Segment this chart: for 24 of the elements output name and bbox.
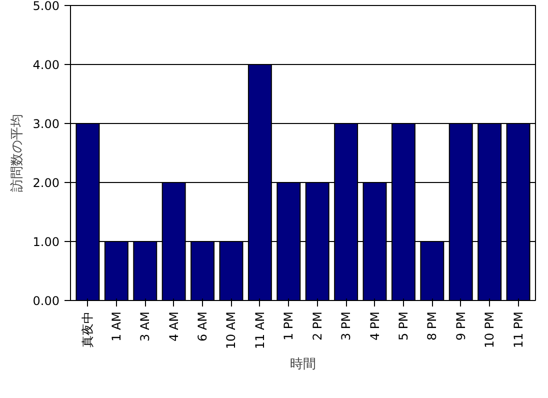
x-tick-label: 9 PM	[454, 311, 468, 341]
y-tick-label: 5.00	[32, 0, 60, 13]
y-axis-title: 訪問数の平均	[10, 114, 25, 192]
x-tick-label: 真夜中	[80, 312, 95, 348]
x-tick-label: 11 PM	[511, 311, 526, 348]
x-tick-label: 1 AM	[109, 311, 124, 342]
y-tick-label: 4.00	[32, 58, 60, 72]
x-tick-label: 10 PM	[482, 311, 497, 348]
x-tick-label: 1 PM	[282, 311, 296, 341]
x-tick-label: 4 PM	[368, 311, 382, 341]
y-tick-label: 1.00	[32, 235, 60, 249]
x-tick-label: 3 AM	[138, 311, 152, 342]
x-tick-label: 11 AM	[252, 311, 267, 350]
y-tick-label: 0.00	[32, 294, 60, 308]
y-tick-label: 2.00	[32, 176, 60, 190]
x-tick-label: 3 PM	[339, 311, 354, 341]
x-tick-label: 8 PM	[425, 311, 440, 341]
x-axis-title: 時間	[290, 357, 316, 372]
x-tick-label: 5 PM	[396, 311, 410, 341]
x-tick-label: 4 AM	[166, 311, 181, 342]
x-tick-label: 10 AM	[224, 311, 238, 350]
y-tick-label: 3.00	[32, 117, 60, 131]
x-tick-label: 6 AM	[196, 311, 210, 342]
x-tick-label: 2 PM	[310, 311, 324, 341]
